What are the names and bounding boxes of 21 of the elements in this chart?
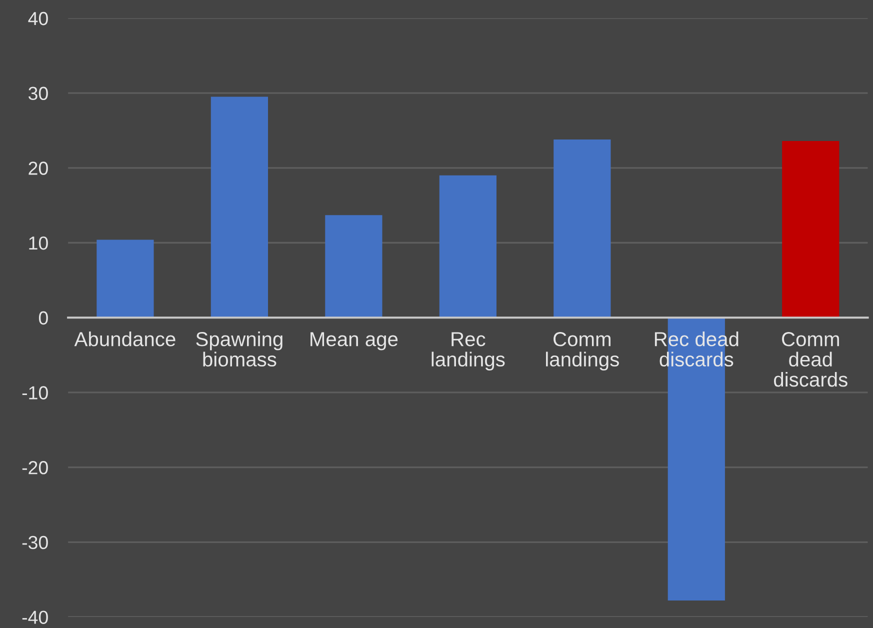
x-tick-label: Comm landings (546, 332, 619, 371)
y-tick-label: -10 (22, 386, 48, 400)
bar (210, 96, 268, 318)
y-tick-label: -40 (22, 610, 48, 624)
y-tick-label: 0 (38, 311, 48, 325)
bar (554, 139, 611, 318)
y-tick-label: 10 (29, 236, 48, 250)
y-tick-label: 30 (28, 86, 48, 100)
x-tick-label: Comm dead discards (774, 332, 848, 387)
x-tick-label: Abundance (74, 332, 176, 346)
x-tick-label: Rec landings (432, 332, 505, 371)
x-tick-label: Mean age (310, 332, 398, 350)
y-tick-label: 40 (28, 12, 48, 26)
y-tick-label: -30 (22, 536, 48, 550)
bar (439, 175, 496, 318)
y-tick-label: 20 (28, 162, 48, 175)
y-tick-label: -20 (22, 461, 48, 474)
bar (325, 215, 382, 318)
bar (96, 240, 154, 318)
bar (782, 140, 840, 318)
x-tick-label: Spawning biomass (196, 332, 282, 367)
